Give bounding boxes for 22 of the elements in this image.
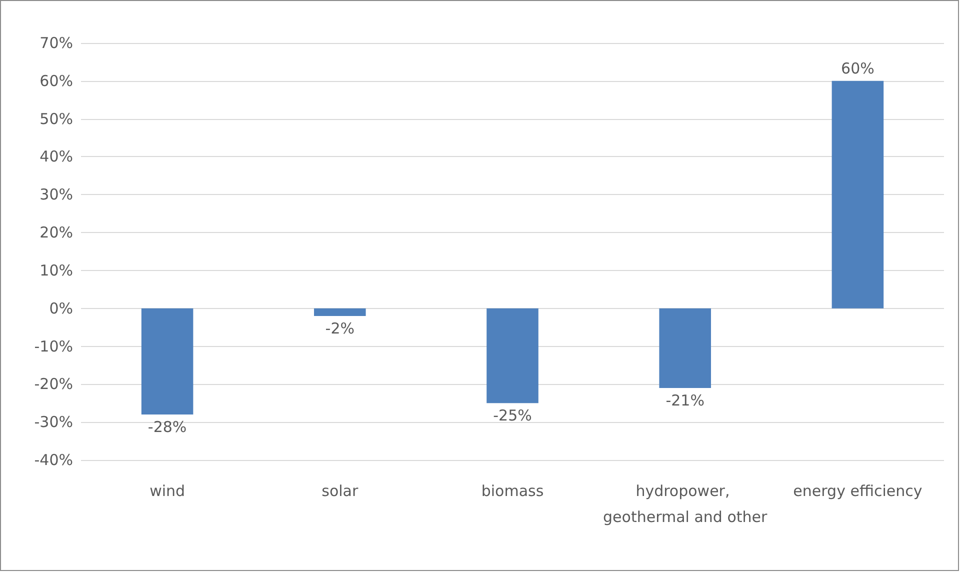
y-tick-label: -40% — [34, 451, 73, 469]
data-label: -28% — [148, 418, 187, 436]
y-tick-label: -20% — [34, 375, 73, 394]
x-tick-label: wind — [150, 482, 186, 500]
y-tick-label: 10% — [40, 261, 73, 280]
y-tick-label: 60% — [40, 72, 73, 90]
y-tick-label: 50% — [40, 110, 73, 128]
data-label: 60% — [841, 59, 874, 78]
x-tick-label: energy efficiency — [793, 482, 922, 500]
y-tick-label: -30% — [34, 413, 73, 432]
x-tick-label: hydropower, geothermal and other — [603, 482, 768, 526]
y-tick-label: 40% — [40, 148, 73, 166]
y-tick-label: -10% — [34, 337, 73, 356]
y-tick-label: 20% — [40, 224, 73, 242]
data-label: -21% — [666, 391, 704, 410]
y-tick-label: 30% — [40, 186, 73, 204]
y-tick-label: 70% — [40, 34, 73, 52]
data-label: -25% — [493, 406, 532, 425]
x-tick-label: solar — [322, 482, 359, 500]
x-tick-label: biomass — [481, 482, 544, 500]
data-label: -2% — [325, 319, 355, 338]
y-tick-label: 0% — [49, 299, 73, 318]
